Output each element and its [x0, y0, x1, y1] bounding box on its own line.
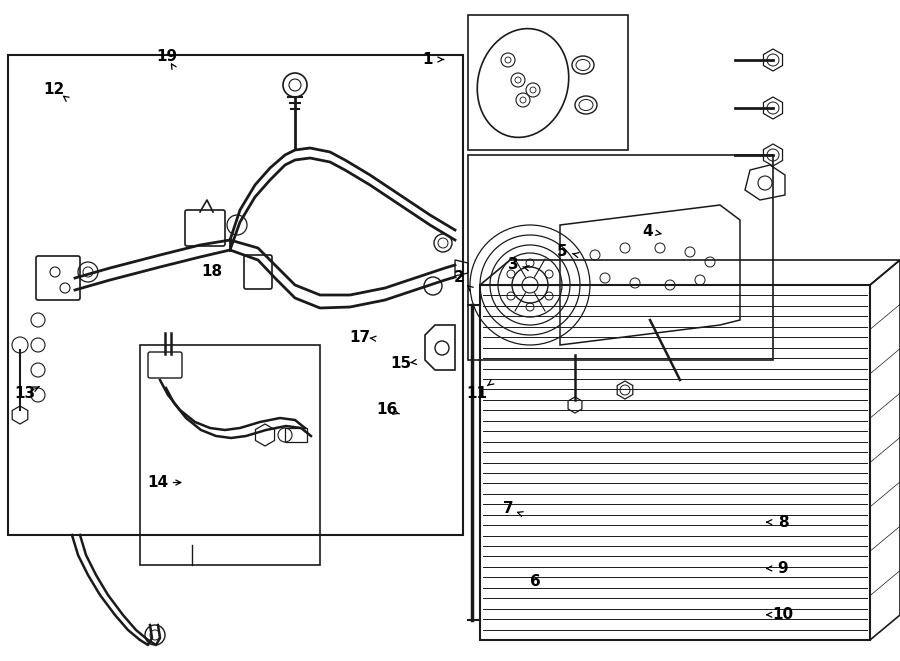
Text: 1: 1	[422, 52, 433, 67]
Text: 3: 3	[508, 257, 518, 272]
Text: 5: 5	[557, 244, 568, 258]
Text: 17: 17	[349, 330, 371, 344]
Text: 18: 18	[201, 264, 222, 278]
Text: 19: 19	[156, 49, 177, 63]
Text: 8: 8	[778, 515, 788, 529]
Text: 7: 7	[503, 502, 514, 516]
Bar	[140, 345, 320, 565]
Text: 10: 10	[772, 607, 794, 622]
Text: 4: 4	[643, 224, 653, 239]
Text: 2: 2	[454, 270, 464, 285]
Text: 11: 11	[466, 386, 488, 401]
Text: 16: 16	[376, 403, 398, 417]
Bar	[468, 155, 773, 360]
Bar	[468, 15, 628, 150]
Text: 9: 9	[778, 561, 788, 576]
Text: 12: 12	[43, 82, 65, 97]
Bar	[285, 428, 307, 442]
Bar	[8, 55, 463, 535]
Text: 6: 6	[530, 574, 541, 589]
Text: 13: 13	[14, 386, 36, 401]
Text: 14: 14	[147, 475, 168, 490]
Text: 15: 15	[390, 356, 411, 371]
